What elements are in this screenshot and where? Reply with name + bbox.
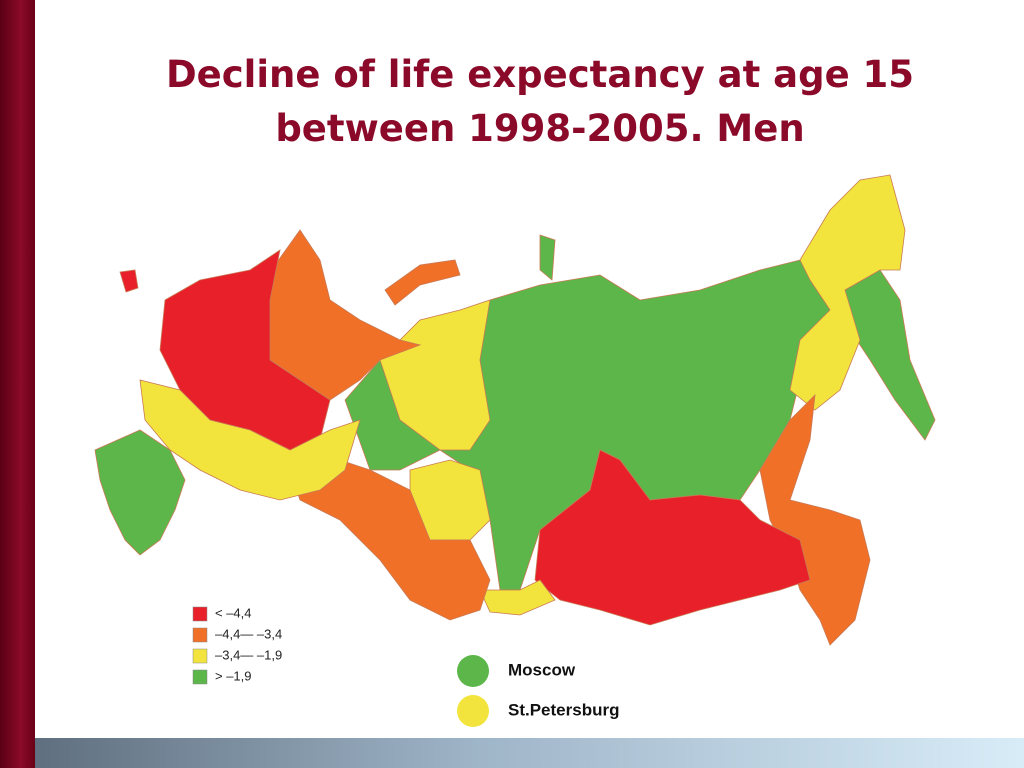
region [384,259,461,306]
legend-swatch [192,606,208,622]
side-bar [0,0,35,768]
title-line: between 1998-2005. Men [275,107,805,150]
footer-bar [35,738,1024,768]
region [119,269,139,293]
region [379,299,491,451]
region [289,459,491,621]
city-key: Moscow St.Petersburg [457,655,619,727]
legend-swatch [192,648,208,664]
legend-swatch [192,669,208,685]
region [139,379,361,501]
region [94,429,186,556]
region [789,174,906,411]
regions [94,174,936,646]
legend-label: > –1,9 [215,668,252,683]
region [479,579,556,616]
city-marker [457,695,489,727]
city-label: St.Petersburg [508,700,619,719]
legend: < –4,4 –4,4— –3,4 –3,4— –1,9 > –1,9 [192,605,282,685]
region [844,269,936,441]
region [534,449,811,626]
city-marker [457,655,489,687]
legend-swatch [192,627,208,643]
legend-label: < –4,4 [215,605,252,620]
title-line: Decline of life expectancy at age 15 [165,53,915,96]
city-label: Moscow [508,660,576,679]
map: < –4,4 –4,4— –3,4 –3,4— –1,9 > –1,9 Moscow S… [94,174,936,727]
legend-label: –3,4— –1,9 [215,647,282,662]
slide-title: Decline of life expectancy at age 15 bet… [60,48,1020,156]
legend-label: –4,4— –3,4 [215,626,282,641]
region [539,234,556,281]
